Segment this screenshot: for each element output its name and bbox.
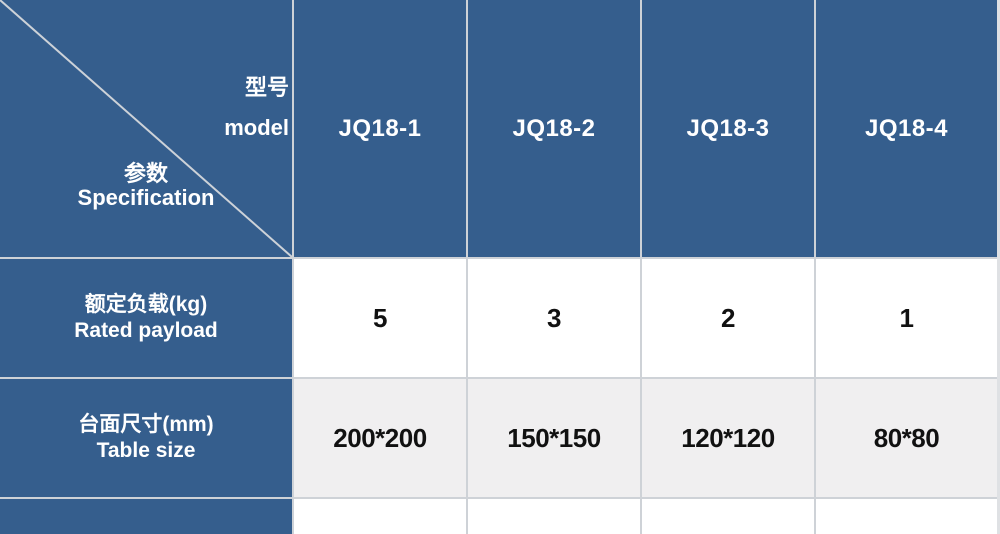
clipped-value-jq18-3	[642, 499, 814, 534]
row-label-rated-payload-zh: 额定负载(kg)	[84, 293, 208, 316]
model-header-jq18-2: JQ18-2	[468, 0, 640, 257]
model-header-jq18-1: JQ18-1	[294, 0, 466, 257]
table-size-value-jq18-1: 200*200	[294, 379, 466, 497]
model-header-jq18-4: JQ18-4	[816, 0, 997, 257]
corner-model-label-zh: 型号	[244, 75, 289, 100]
corner-param-label: 参数 Specification	[0, 162, 292, 210]
rated-payload-value-jq18-4: 1	[816, 259, 997, 377]
model-header-jq18-3: JQ18-3	[642, 0, 814, 257]
rated-payload-value-jq18-3: 2	[642, 259, 814, 377]
clipped-value-jq18-1	[294, 499, 466, 534]
table-size-value-jq18-3: 120*120	[642, 379, 814, 497]
clipped-value-jq18-4	[816, 499, 997, 534]
corner-header-cell: 型号 model 参数 Specification	[0, 0, 292, 257]
row-label-clipped	[0, 499, 292, 534]
table-size-value-jq18-2: 150*150	[468, 379, 640, 497]
corner-param-label-en: Specification	[77, 185, 215, 210]
clipped-value-jq18-2	[468, 499, 640, 534]
row-label-table-size: 台面尺寸(mm) Table size	[0, 379, 292, 497]
diagonal-divider-line	[0, 0, 292, 257]
row-label-table-size-en: Table size	[96, 439, 196, 462]
rated-payload-value-jq18-1: 5	[294, 259, 466, 377]
corner-model-label-en: model	[224, 115, 289, 140]
corner-model-label: 型号 model	[224, 68, 289, 148]
table-size-value-jq18-4: 80*80	[816, 379, 997, 497]
row-label-table-size-zh: 台面尺寸(mm)	[78, 413, 214, 436]
row-label-rated-payload: 额定负载(kg) Rated payload	[0, 259, 292, 377]
row-label-rated-payload-en: Rated payload	[74, 319, 218, 342]
corner-param-label-zh: 参数	[123, 161, 168, 186]
rated-payload-value-jq18-2: 3	[468, 259, 640, 377]
